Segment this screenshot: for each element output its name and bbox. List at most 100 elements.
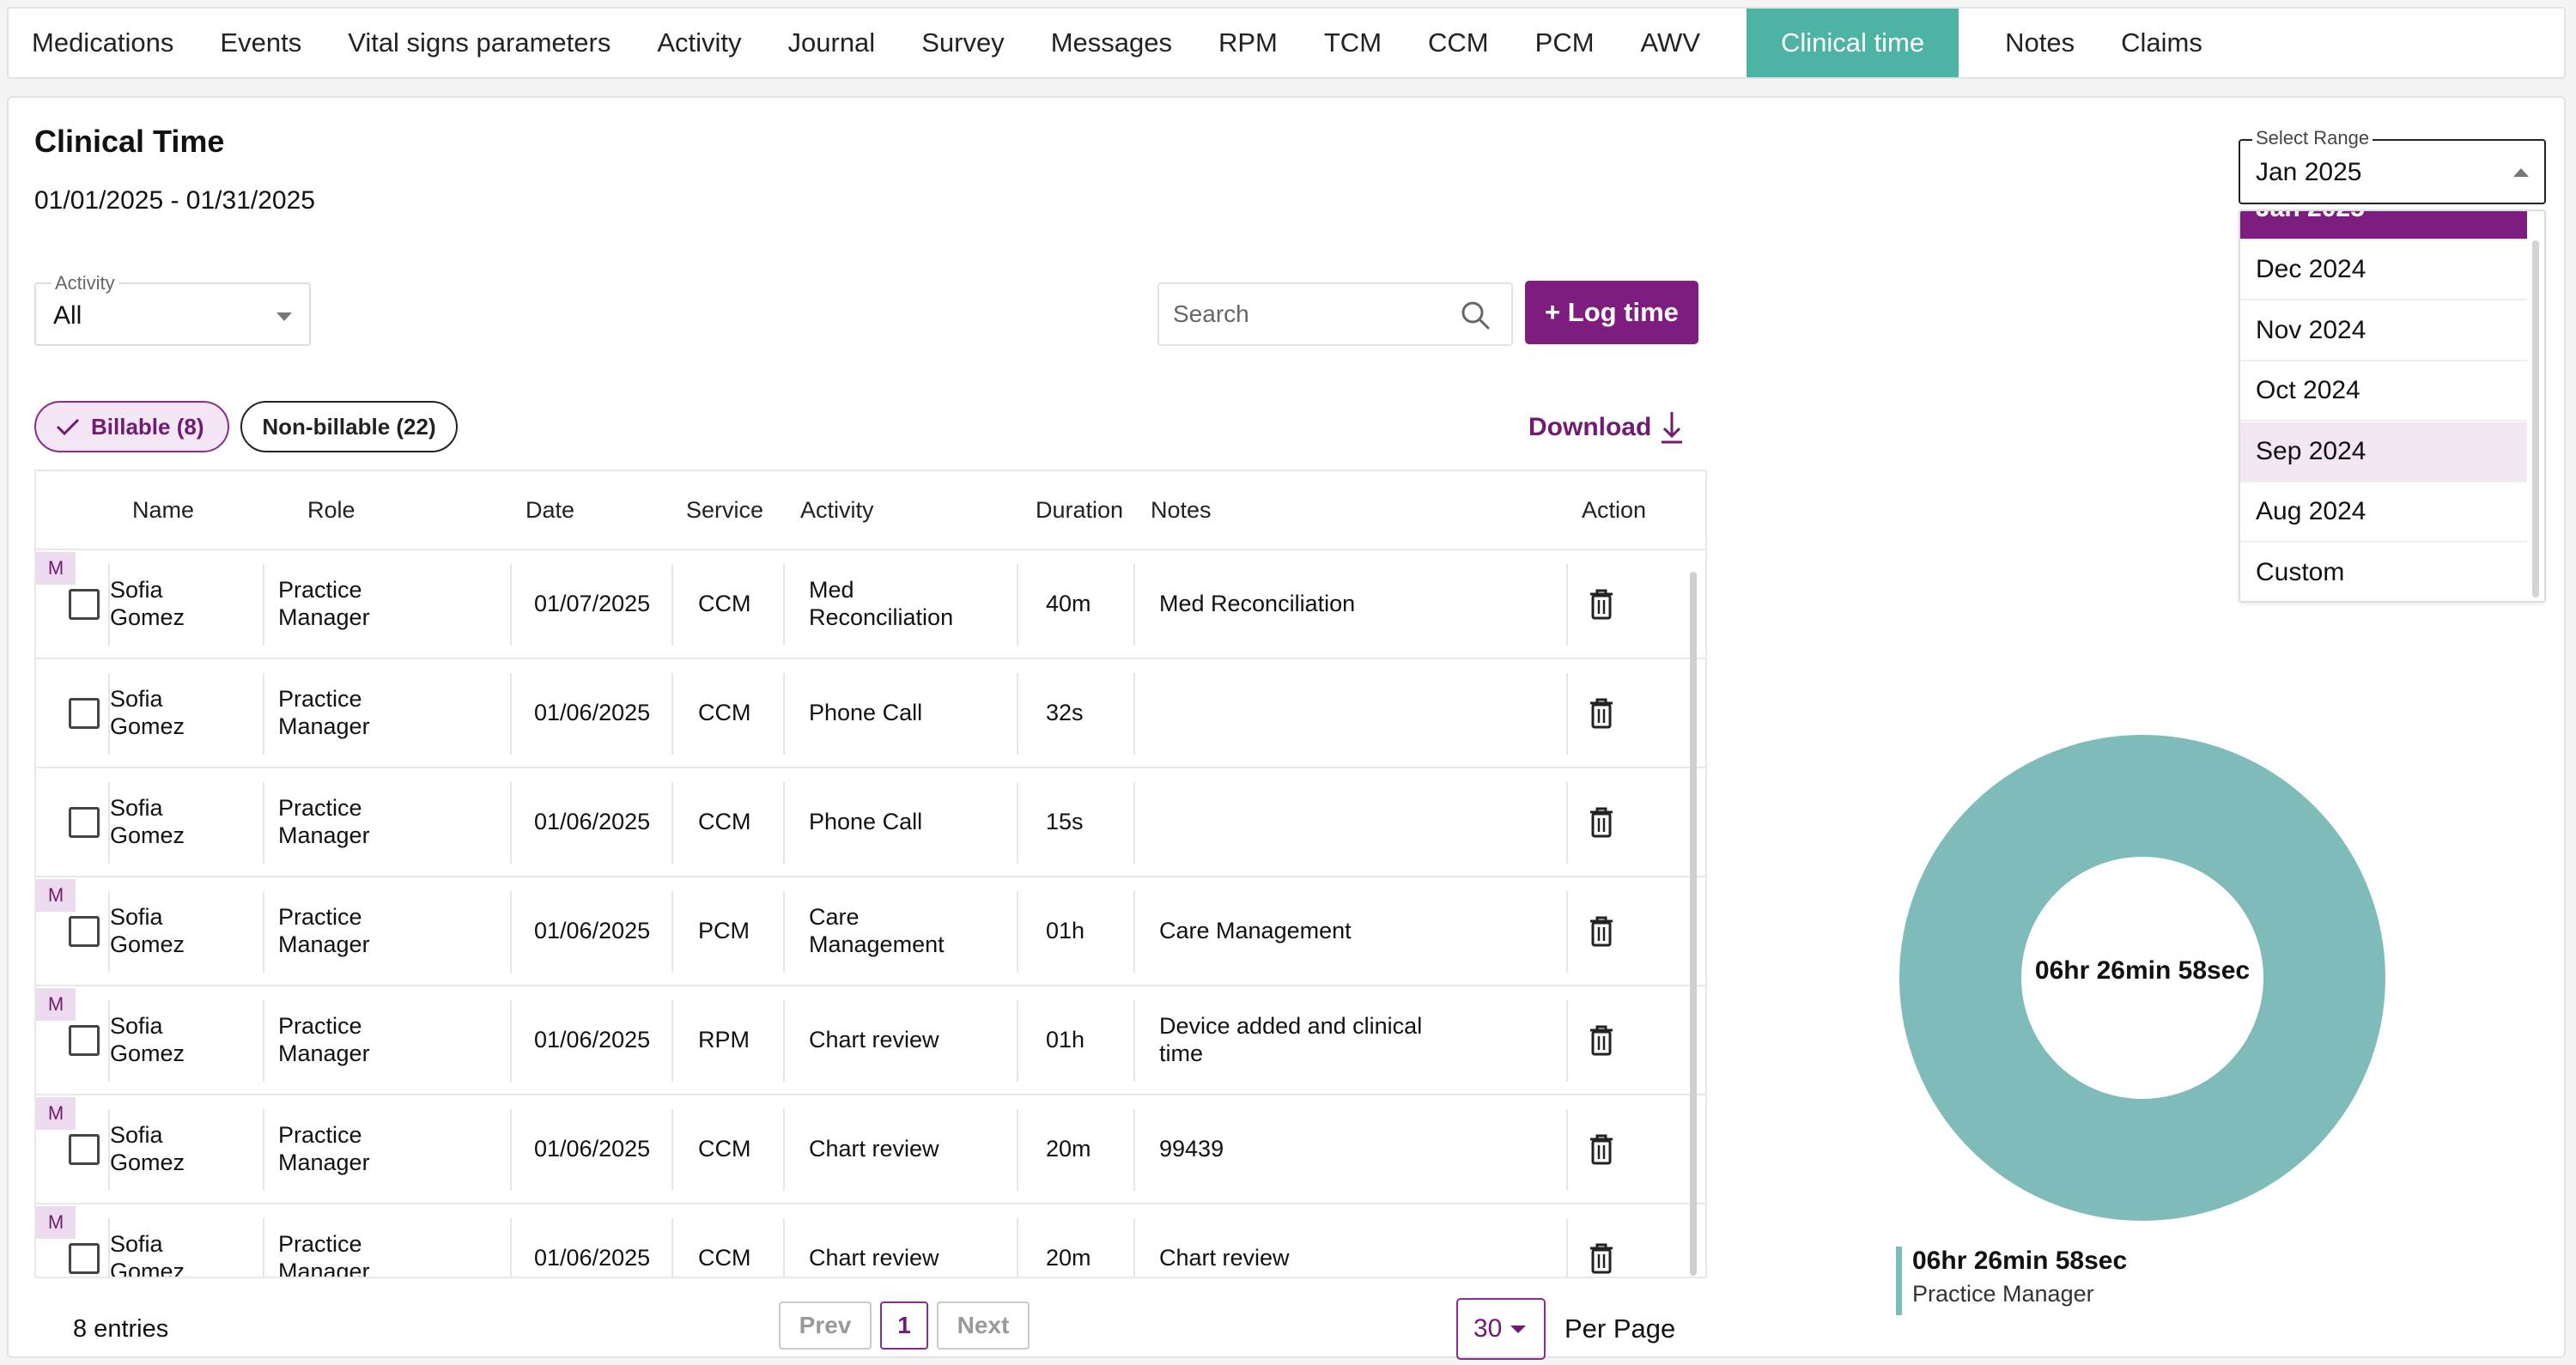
billable-filter-chip[interactable]: Billable (8)	[34, 401, 229, 452]
cell-activity-line: Phone Call	[809, 700, 923, 725]
range-option-aug-2024[interactable]: Aug 2024	[2240, 482, 2527, 543]
column-divider	[108, 891, 110, 973]
next-page-button[interactable]: Next	[937, 1301, 1030, 1350]
cell-role-line: Practice	[278, 904, 362, 930]
trash-icon[interactable]	[1589, 588, 1614, 625]
table-row[interactable]: M Sofia Gomez Practice Manager 01/06/2025 RPM C…	[36, 986, 1705, 1095]
tab-claims[interactable]: Claims	[2121, 27, 2202, 58]
column-divider	[263, 782, 264, 864]
cell-role: Practice Manager	[278, 685, 370, 740]
download-button[interactable]: Download	[1528, 410, 1684, 445]
trash-icon[interactable]	[1589, 915, 1614, 952]
nonbillable-filter-label: Non-billable (22)	[262, 413, 436, 440]
column-header-role[interactable]: Role	[307, 497, 355, 523]
table-row[interactable]: Sofia Gomez Practice Manager 01/06/2025 CCM Ph…	[36, 659, 1705, 768]
trash-icon[interactable]	[1589, 1024, 1614, 1061]
column-header-date[interactable]: Date	[526, 497, 575, 523]
column-divider	[1017, 782, 1018, 864]
tab-medications[interactable]: Medications	[32, 27, 174, 58]
column-divider	[263, 891, 264, 973]
tab-vital-signs-parameters[interactable]: Vital signs parameters	[348, 27, 611, 58]
trash-icon[interactable]	[1589, 1133, 1614, 1170]
range-option-jan-2025[interactable]: Jan 2025	[2240, 211, 2527, 240]
column-divider	[1566, 891, 1568, 973]
donut-total-label: 06hr 26min 58sec	[2034, 956, 2251, 985]
cell-service: CCM	[698, 700, 751, 725]
row-checkbox[interactable]	[69, 916, 100, 947]
search-icon[interactable]	[1460, 300, 1491, 335]
cell-date: 01/06/2025	[534, 1027, 651, 1053]
column-divider	[783, 1109, 785, 1191]
tab-survey[interactable]: Survey	[921, 27, 1005, 58]
row-checkbox[interactable]	[69, 589, 100, 620]
column-header-service[interactable]: Service	[686, 497, 764, 523]
trash-icon[interactable]	[1589, 806, 1614, 843]
column-divider	[510, 1000, 512, 1082]
table-row[interactable]: M Sofia Gomez Practice Manager 01/06/2025 CCM C…	[36, 1204, 1705, 1277]
tab-pcm[interactable]: PCM	[1534, 27, 1595, 58]
row-checkbox[interactable]	[69, 698, 100, 729]
tab-ccm[interactable]: CCM	[1428, 27, 1489, 58]
cell-name-line: Gomez	[110, 1040, 185, 1066]
range-option-sep-2024[interactable]: Sep 2024	[2240, 422, 2527, 482]
column-divider	[1017, 1109, 1018, 1191]
range-option-dec-2024[interactable]: Dec 2024	[2240, 240, 2527, 300]
check-icon	[56, 418, 80, 436]
activity-select[interactable]: Activity All	[34, 272, 311, 346]
range-option-oct-2024[interactable]: Oct 2024	[2240, 361, 2527, 422]
dropdown-scrollbar[interactable]	[2532, 240, 2539, 598]
row-checkbox[interactable]	[69, 1134, 100, 1165]
column-divider	[510, 1109, 512, 1191]
cell-name-line: Gomez	[110, 1150, 185, 1175]
log-time-button[interactable]: + Log time	[1525, 281, 1698, 344]
column-header-activity[interactable]: Activity	[800, 497, 874, 523]
column-header-notes[interactable]: Notes	[1151, 497, 1212, 523]
column-divider	[1133, 673, 1135, 755]
range-select[interactable]: Select Range Jan 2025	[2239, 127, 2546, 204]
nonbillable-filter-chip[interactable]: Non-billable (22)	[240, 401, 458, 452]
cell-service: CCM	[698, 591, 751, 616]
tab-tcm[interactable]: TCM	[1323, 27, 1382, 58]
tab-awv[interactable]: AWV	[1640, 27, 1700, 58]
table-row[interactable]: Sofia Gomez Practice Manager 01/06/2025 CCM Ph…	[36, 768, 1705, 877]
range-option-custom[interactable]: Custom	[2240, 543, 2527, 602]
tab-events[interactable]: Events	[220, 27, 302, 58]
cell-name-line: Sofia	[110, 686, 163, 712]
tab-rpm[interactable]: RPM	[1218, 27, 1278, 58]
per-page-select[interactable]: 30	[1456, 1298, 1546, 1360]
table-scrollbar[interactable]	[1690, 572, 1697, 1276]
column-header-duration[interactable]: Duration	[1036, 497, 1124, 523]
row-checkbox[interactable]	[69, 1025, 100, 1056]
trash-icon[interactable]	[1589, 697, 1614, 734]
column-divider	[263, 1000, 264, 1082]
cell-role-line: Practice	[278, 1013, 362, 1039]
row-checkbox[interactable]	[69, 1243, 100, 1274]
cell-activity: Phone Call	[809, 699, 922, 726]
row-checkbox[interactable]	[69, 807, 100, 838]
column-divider	[263, 1109, 264, 1191]
cell-activity-line: Care	[809, 904, 860, 930]
tab-clinical-time[interactable]: Clinical time	[1747, 9, 1959, 77]
range-option-nov-2024[interactable]: Nov 2024	[2240, 301, 2527, 361]
tab-messages[interactable]: Messages	[1050, 27, 1172, 58]
tab-journal[interactable]: Journal	[787, 27, 876, 58]
tab-notes[interactable]: Notes	[2005, 27, 2075, 58]
table-row[interactable]: M Sofia Gomez Practice Manager 01/07/2025 CCM M…	[36, 550, 1705, 659]
column-header-name[interactable]: Name	[132, 497, 195, 523]
table-row[interactable]: M Sofia Gomez Practice Manager 01/06/2025 CCM C…	[36, 1095, 1705, 1204]
cell-role: Practice Manager	[278, 1121, 370, 1176]
trash-icon[interactable]	[1589, 1242, 1614, 1277]
search-input[interactable]	[1159, 284, 1451, 344]
prev-page-button[interactable]: Prev	[779, 1301, 872, 1350]
current-page-button[interactable]: 1	[880, 1301, 928, 1350]
column-divider	[108, 564, 110, 646]
donut-segment-practice-manager[interactable]	[1899, 735, 2385, 1221]
cell-notes-line: time	[1159, 1040, 1204, 1066]
cell-role-line: Manager	[278, 1040, 370, 1066]
column-divider	[671, 673, 673, 755]
cell-role-line: Manager	[278, 931, 370, 957]
search-box	[1157, 282, 1513, 346]
clinical-time-donut	[1899, 735, 2385, 1221]
table-row[interactable]: M Sofia Gomez Practice Manager 01/06/2025 PCM C…	[36, 877, 1705, 986]
tab-activity[interactable]: Activity	[657, 27, 742, 58]
